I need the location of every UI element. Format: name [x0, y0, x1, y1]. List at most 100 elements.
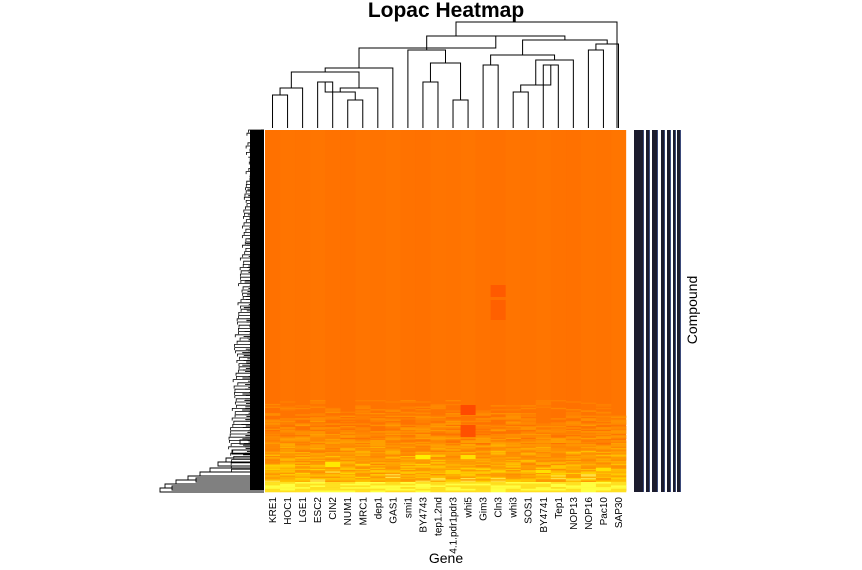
- heatmap-cell: [430, 459, 446, 462]
- row-dendrogram-branch: [245, 219, 264, 223]
- heatmap-column-tep1.2nd: [430, 130, 446, 460]
- heatmap-cell: [445, 475, 461, 477]
- heatmap-cell: [430, 426, 446, 428]
- heatmap-cell: [580, 470, 597, 472]
- heatmap-hotspot: [370, 440, 386, 446]
- heatmap-cell: [280, 418, 296, 420]
- heatmap-cell: [505, 418, 522, 420]
- heatmap-cell: [385, 468, 401, 471]
- heatmap-cell: [610, 490, 627, 493]
- heatmap-cell: [265, 428, 281, 430]
- heatmap-cell: [400, 424, 416, 427]
- heatmap-cell: [340, 488, 356, 491]
- heatmap-cell: [265, 463, 281, 466]
- heatmap-cell: [400, 454, 416, 456]
- row-dendrogram-branch: [245, 238, 264, 242]
- heatmap-cell: [565, 467, 582, 469]
- heatmap-cell: [265, 439, 281, 441]
- heatmap-cell: [550, 448, 567, 450]
- heatmap-cell: [310, 427, 326, 429]
- heatmap-cell: [520, 452, 537, 454]
- heatmap-cell: [610, 467, 627, 469]
- heatmap-cell: [295, 437, 311, 440]
- heatmap-cell: [595, 428, 612, 430]
- heatmap-cell: [565, 459, 582, 462]
- heatmap-cell: [610, 442, 627, 445]
- heatmap-cell: [580, 450, 597, 453]
- heatmap-cell: [430, 416, 446, 419]
- row-dendrogram-branch: [171, 485, 264, 491]
- row-dendrogram-branch: [249, 174, 264, 178]
- heatmap-cell: [535, 450, 552, 453]
- heatmap-cell: [370, 433, 386, 436]
- heatmap-cell: [580, 435, 597, 437]
- heatmap-cell: [310, 414, 326, 416]
- heatmap-cell: [355, 433, 371, 436]
- heatmap-cell: [295, 487, 311, 489]
- heatmap-cell: [535, 442, 552, 445]
- heatmap-cell: [595, 435, 612, 437]
- row-dendrogram-branch: [232, 424, 264, 427]
- row-dendrogram-branch: [231, 449, 264, 455]
- heatmap-cell: [280, 441, 296, 443]
- heatmap-cell: [400, 453, 416, 455]
- heatmap-cell: [610, 450, 627, 453]
- heatmap-cell: [280, 465, 296, 467]
- heatmap-cell: [310, 478, 326, 480]
- heatmap-cell: [385, 459, 401, 462]
- heatmap-cell: [355, 457, 371, 459]
- heatmap-cell: [385, 444, 401, 446]
- heatmap-cell: [415, 490, 431, 493]
- heatmap-cell: [580, 432, 597, 434]
- heatmap-cell: [565, 452, 582, 454]
- heatmap-cell: [325, 488, 341, 491]
- heatmap-cell: [385, 475, 401, 477]
- heatmap-cell: [445, 410, 461, 412]
- heatmap-cell: [505, 479, 522, 481]
- heatmap-cell: [445, 474, 461, 476]
- heatmap-cell: [400, 478, 416, 480]
- heatmap-cell: [520, 461, 537, 463]
- heatmap-cell: [370, 461, 386, 463]
- heatmap-cell: [610, 461, 627, 463]
- heatmap-cell: [415, 442, 431, 445]
- heatmap-cell: [460, 479, 476, 481]
- heatmap-cell: [325, 472, 341, 475]
- heatmap-cell: [310, 448, 326, 450]
- heatmap-cell: [475, 419, 491, 421]
- heatmap-cell: [595, 437, 612, 440]
- heatmap-cell: [490, 459, 506, 462]
- heatmap-cell: [535, 479, 552, 481]
- heatmap-cell: [565, 427, 582, 429]
- heatmap-cell: [550, 423, 567, 425]
- heatmap-cell: [325, 411, 341, 414]
- heatmap-cell: [295, 462, 311, 464]
- heatmap-cell: [490, 409, 506, 411]
- heatmap-cell: [595, 465, 612, 467]
- heatmap-cell: [610, 419, 627, 421]
- heatmap-cell: [595, 418, 612, 420]
- heatmap-cell: [265, 420, 281, 423]
- heatmap-cell: [505, 423, 522, 425]
- heatmap-cell: [610, 488, 627, 491]
- heatmap-cell: [475, 448, 491, 450]
- row-dendrogram-branch: [238, 366, 264, 370]
- heatmap-cell: [430, 418, 446, 420]
- heatmap-cell: [295, 450, 311, 453]
- heatmap-cell: [400, 471, 416, 473]
- heatmap-cell: [370, 465, 386, 467]
- heatmap-cell: [325, 441, 341, 443]
- row-dendrogram-branch: [238, 283, 264, 287]
- row-dendrogram-branch: [231, 468, 264, 472]
- row-dendrogram-branch: [241, 289, 264, 293]
- heatmap-cell: [385, 454, 401, 456]
- heatmap-cell: [340, 439, 356, 441]
- heatmap-cell: [280, 432, 296, 434]
- heatmap-cell: [610, 435, 627, 437]
- heatmap-cell: [355, 423, 371, 425]
- heatmap-cell: [475, 453, 491, 455]
- heatmap-cell: [535, 467, 552, 469]
- heatmap-cell: [415, 450, 431, 453]
- heatmap-cell: [415, 478, 431, 480]
